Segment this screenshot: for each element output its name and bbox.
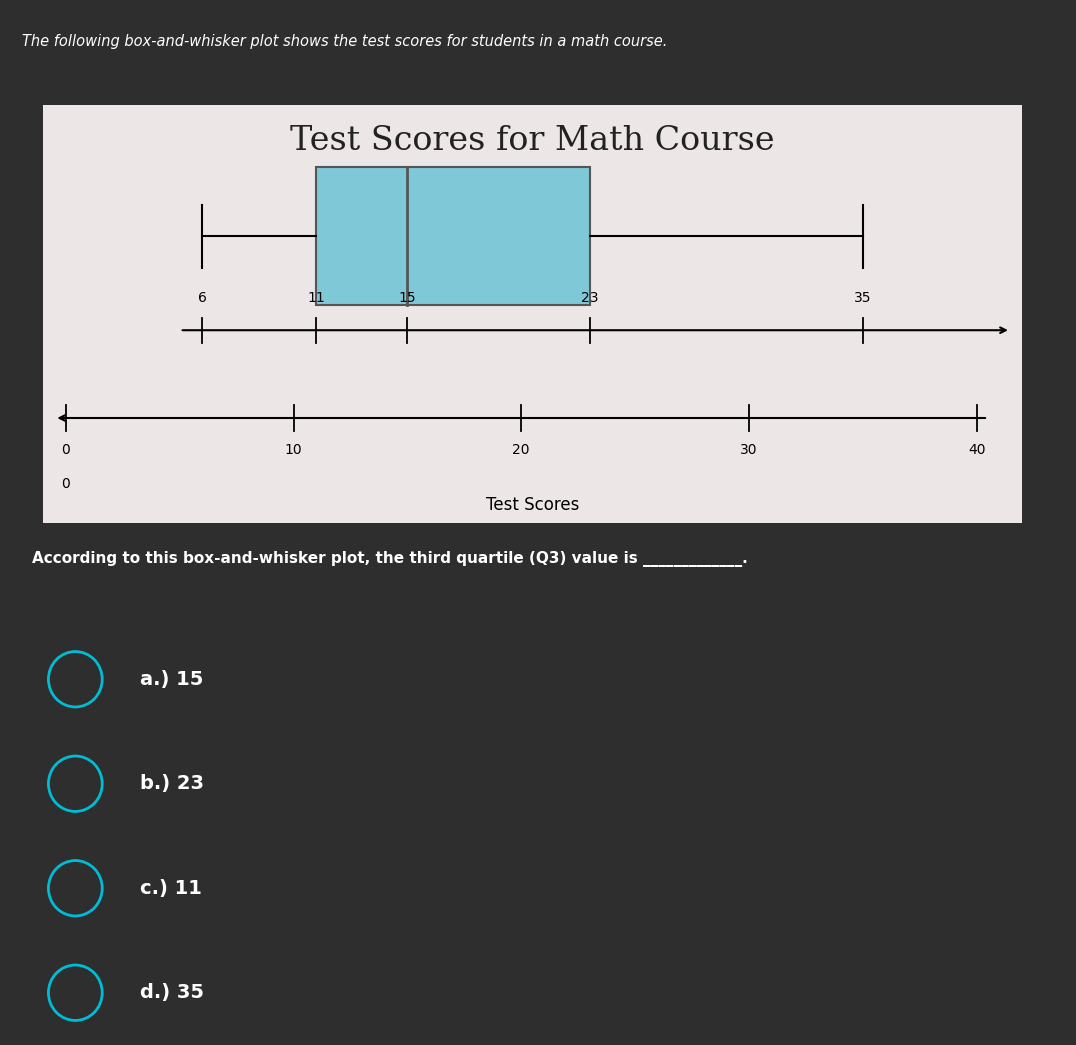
Bar xyxy=(316,167,590,305)
Text: 35: 35 xyxy=(854,292,872,305)
Text: 10: 10 xyxy=(285,443,302,457)
Text: The following box-and-whisker plot shows the test scores for students in a math : The following box-and-whisker plot shows… xyxy=(22,34,667,49)
Text: 30: 30 xyxy=(740,443,758,457)
Text: According to this box-and-whisker plot, the third quartile (Q3) value is _______: According to this box-and-whisker plot, … xyxy=(32,551,748,567)
Text: a.) 15: a.) 15 xyxy=(140,670,203,689)
Text: Test Scores: Test Scores xyxy=(486,496,579,514)
Text: 20: 20 xyxy=(512,443,530,457)
Text: 11: 11 xyxy=(308,292,325,305)
Text: 23: 23 xyxy=(581,292,598,305)
Text: c.) 11: c.) 11 xyxy=(140,879,202,898)
Text: 6: 6 xyxy=(198,292,207,305)
Text: b.) 23: b.) 23 xyxy=(140,774,203,793)
Text: Test Scores for Math Course: Test Scores for Math Course xyxy=(291,125,775,158)
Text: 40: 40 xyxy=(968,443,986,457)
Text: 0: 0 xyxy=(61,477,70,490)
Text: d.) 35: d.) 35 xyxy=(140,983,203,1002)
Text: 0: 0 xyxy=(61,443,70,457)
Text: 15: 15 xyxy=(398,292,416,305)
